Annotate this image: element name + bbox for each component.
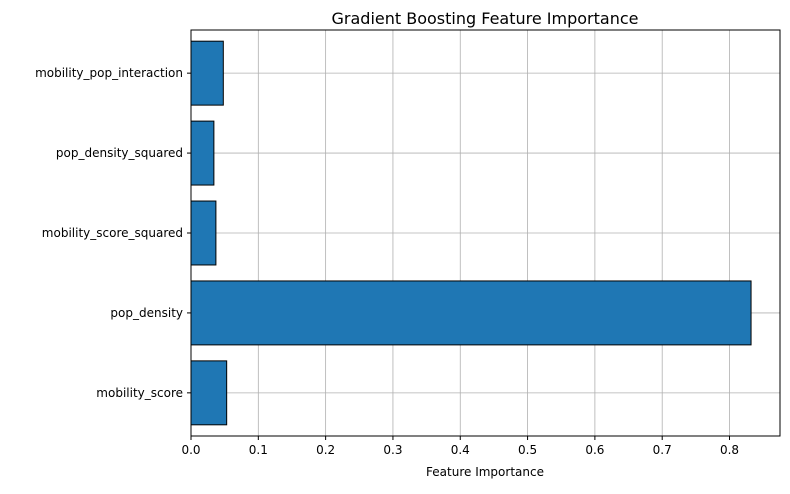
x-axis-ticks: 0.0 0.1 0.2 0.3 0.4 0.5 0.6 0.7 0.8 <box>181 436 739 457</box>
bar-pop-density <box>190 280 752 346</box>
x-tick-label: 0.5 <box>518 443 537 457</box>
x-tick-label: 0.4 <box>451 443 470 457</box>
bar-mobility-score-squared <box>190 200 217 266</box>
y-axis-ticks: mobility_score pop_density mobility_score_… <box>35 66 191 400</box>
x-axis-label: Feature Importance <box>426 465 544 479</box>
y-tick-label: pop_density_squared <box>56 146 183 160</box>
x-tick-label: 0.7 <box>653 443 672 457</box>
x-tick-label: 0.3 <box>383 443 402 457</box>
y-tick-label: mobility_score <box>96 386 183 400</box>
y-tick-label: pop_density <box>110 306 183 320</box>
grid-lines <box>190 30 780 436</box>
bars-group <box>190 40 752 426</box>
bar-mobility-score <box>190 360 228 426</box>
x-tick-label: 0.6 <box>585 443 604 457</box>
x-tick-label: 0.1 <box>249 443 268 457</box>
x-tick-label: 0.0 <box>181 443 200 457</box>
x-tick-label: 0.8 <box>720 443 739 457</box>
bar-mobility-pop-interaction <box>190 40 224 106</box>
y-tick-label: mobility_pop_interaction <box>35 66 183 80</box>
x-tick-label: 0.2 <box>316 443 335 457</box>
bar-pop-density-squared <box>190 120 215 186</box>
chart-title: Gradient Boosting Feature Importance <box>332 9 639 28</box>
y-tick-label: mobility_score_squared <box>42 226 183 240</box>
